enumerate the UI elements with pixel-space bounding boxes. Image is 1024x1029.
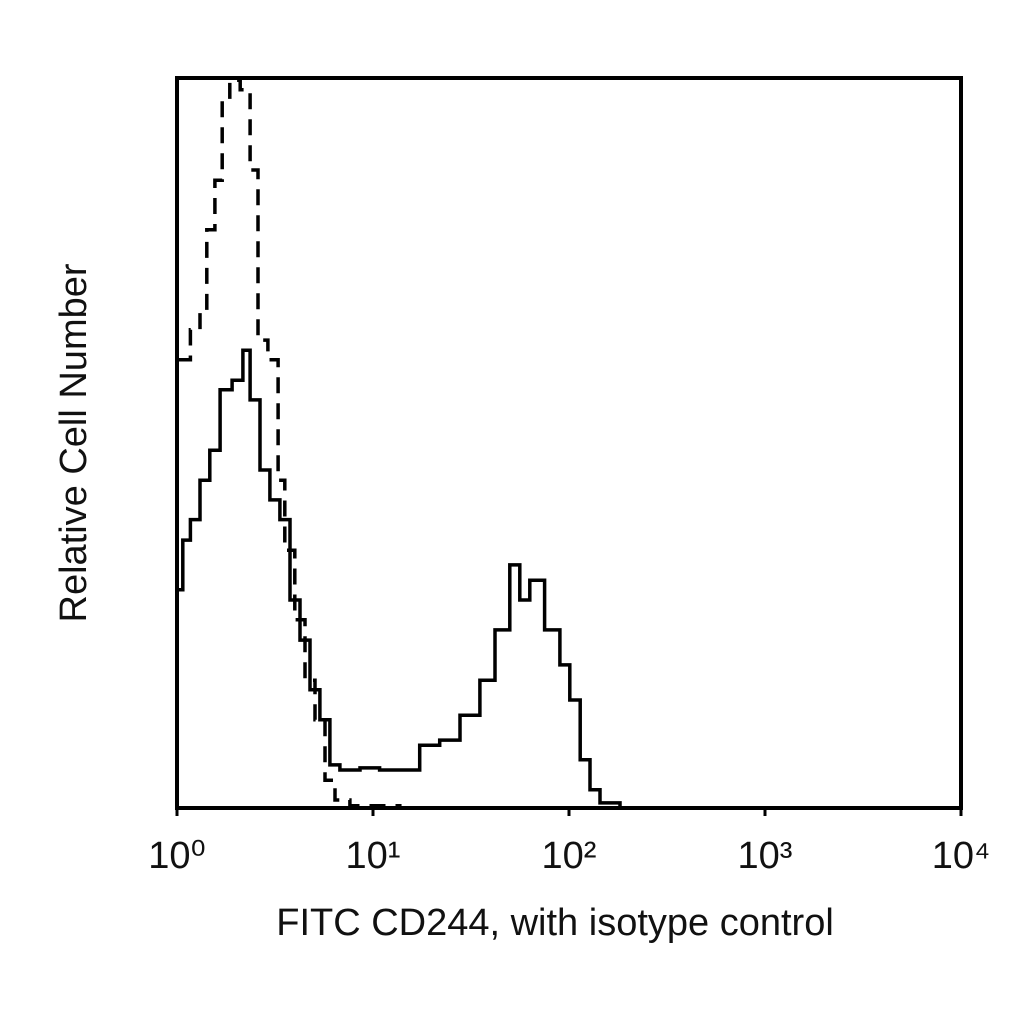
x-tick-label: 10² xyxy=(542,835,597,877)
x-tick-label: 10³ xyxy=(738,835,793,877)
x-axis-label: FITC CD244, with isotype control xyxy=(276,902,834,944)
x-tick-label: 10¹ xyxy=(346,835,401,877)
x-tick-label: 10⁰ xyxy=(148,835,206,877)
solid-histogram xyxy=(177,348,961,810)
x-tick-label: 10⁴ xyxy=(932,835,991,877)
y-axis-label: Relative Cell Number xyxy=(53,263,95,622)
plot-frame xyxy=(175,76,963,810)
dashed-histogram xyxy=(178,78,961,810)
